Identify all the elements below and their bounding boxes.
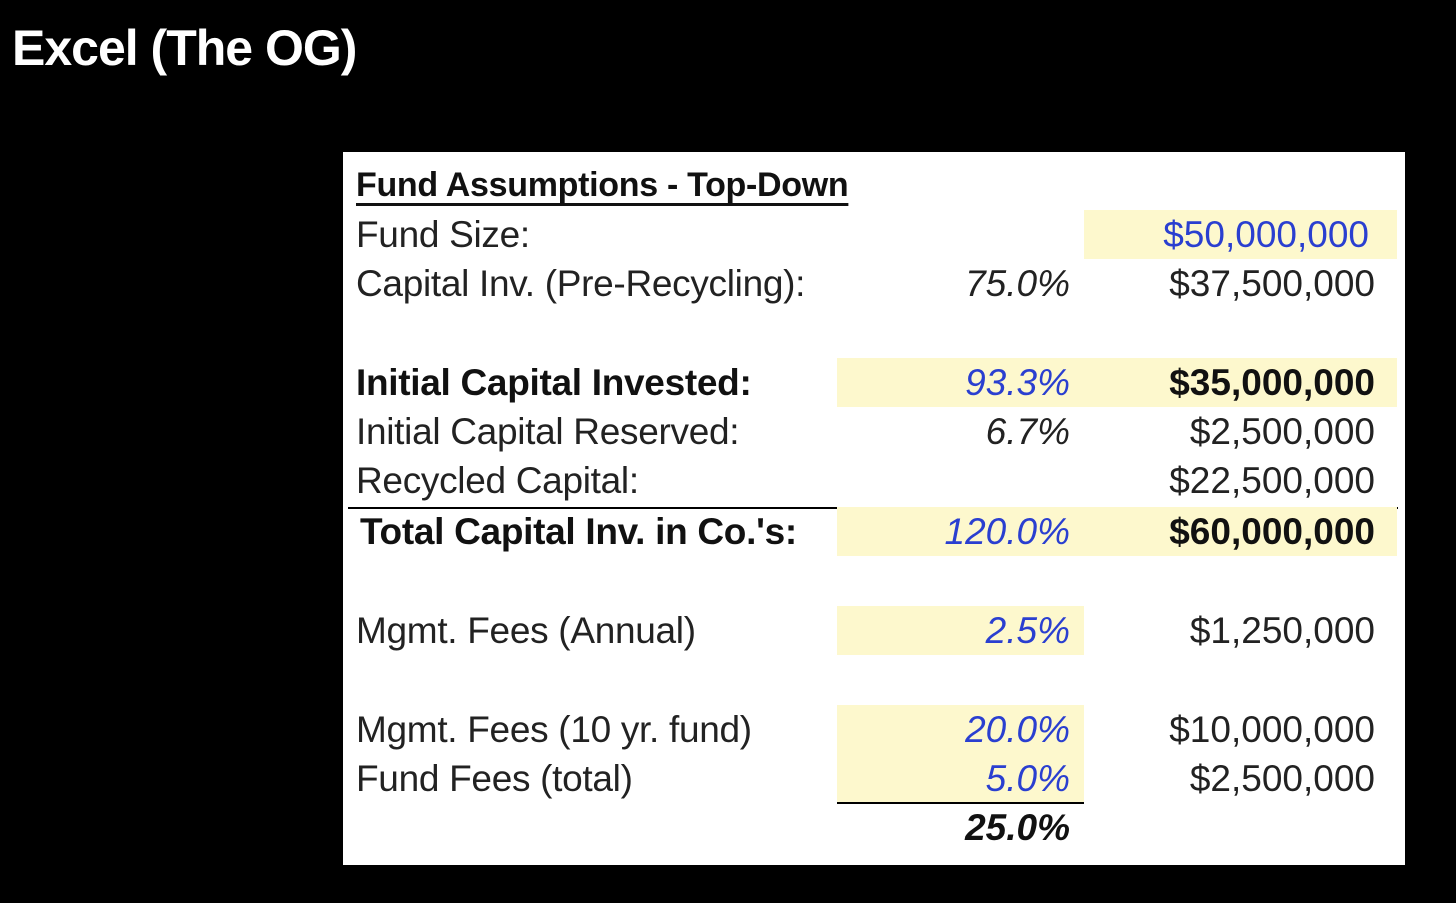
total-capital-label: Total Capital Inv. in Co.'s: [360,511,797,552]
table-row: Initial Capital Invested: 93.3% $35,000,… [343,358,1405,407]
mgmt-fees-10yr-value: $10,000,000 [1169,709,1375,750]
table-row: Fund Fees (total) 5.0% $2,500,000 [343,754,1405,803]
fund-fees-pct[interactable]: 5.0% [837,754,1084,803]
fund-fees-label: Fund Fees (total) [356,758,633,799]
table-row: Capital Inv. (Pre-Recycling): 75.0% $37,… [343,259,1405,308]
fund-size-value[interactable]: $50,000,000 [1084,210,1397,259]
capital-inv-label: Capital Inv. (Pre-Recycling): [356,263,806,304]
table-row: 25.0% [343,803,1405,852]
table-row: Mgmt. Fees (10 yr. fund) 20.0% $10,000,0… [343,705,1405,754]
table-header-row: Fund Assumptions - Top-Down [343,161,1405,210]
slide-title: Excel (The OG) [12,20,357,76]
mgmt-fees-10yr-pct[interactable]: 20.0% [837,705,1084,754]
recycled-capital-value: $22,500,000 [1169,460,1375,501]
table-row: Recycled Capital: $22,500,000 [343,456,1405,505]
fees-total-pct: 25.0% [965,807,1070,848]
table-row: Initial Capital Reserved: 6.7% $2,500,00… [343,407,1405,456]
initial-invested-value: $35,000,000 [1084,358,1397,407]
table-header: Fund Assumptions - Top-Down [356,166,849,204]
spreadsheet-table: Fund Assumptions - Top-Down Fund Size: $… [343,152,1405,865]
initial-invested-pct[interactable]: 93.3% [837,358,1084,407]
mgmt-fees-annual-value: $1,250,000 [1189,610,1375,651]
mgmt-fees-annual-pct[interactable]: 2.5% [837,606,1084,655]
table-row: Total Capital Inv. in Co.'s: 120.0% $60,… [343,507,1405,556]
initial-reserved-value: $2,500,000 [1189,411,1375,452]
capital-inv-value: $37,500,000 [1169,263,1375,304]
recycled-capital-label: Recycled Capital: [356,460,639,501]
initial-reserved-pct: 6.7% [985,411,1070,452]
capital-inv-pct: 75.0% [965,263,1070,304]
table-row: Mgmt. Fees (Annual) 2.5% $1,250,000 [343,606,1405,655]
initial-invested-label: Initial Capital Invested: [356,362,752,403]
table-row: Fund Size: $50,000,000 [343,210,1405,259]
mgmt-fees-10yr-label: Mgmt. Fees (10 yr. fund) [356,709,752,750]
fees-sum-divider [837,802,1084,804]
total-capital-value: $60,000,000 [1084,507,1397,556]
fund-size-label: Fund Size: [356,214,530,255]
mgmt-fees-annual-label: Mgmt. Fees (Annual) [356,610,696,651]
fund-fees-value: $2,500,000 [1189,758,1375,799]
initial-reserved-label: Initial Capital Reserved: [356,411,740,452]
total-capital-pct[interactable]: 120.0% [837,507,1084,556]
